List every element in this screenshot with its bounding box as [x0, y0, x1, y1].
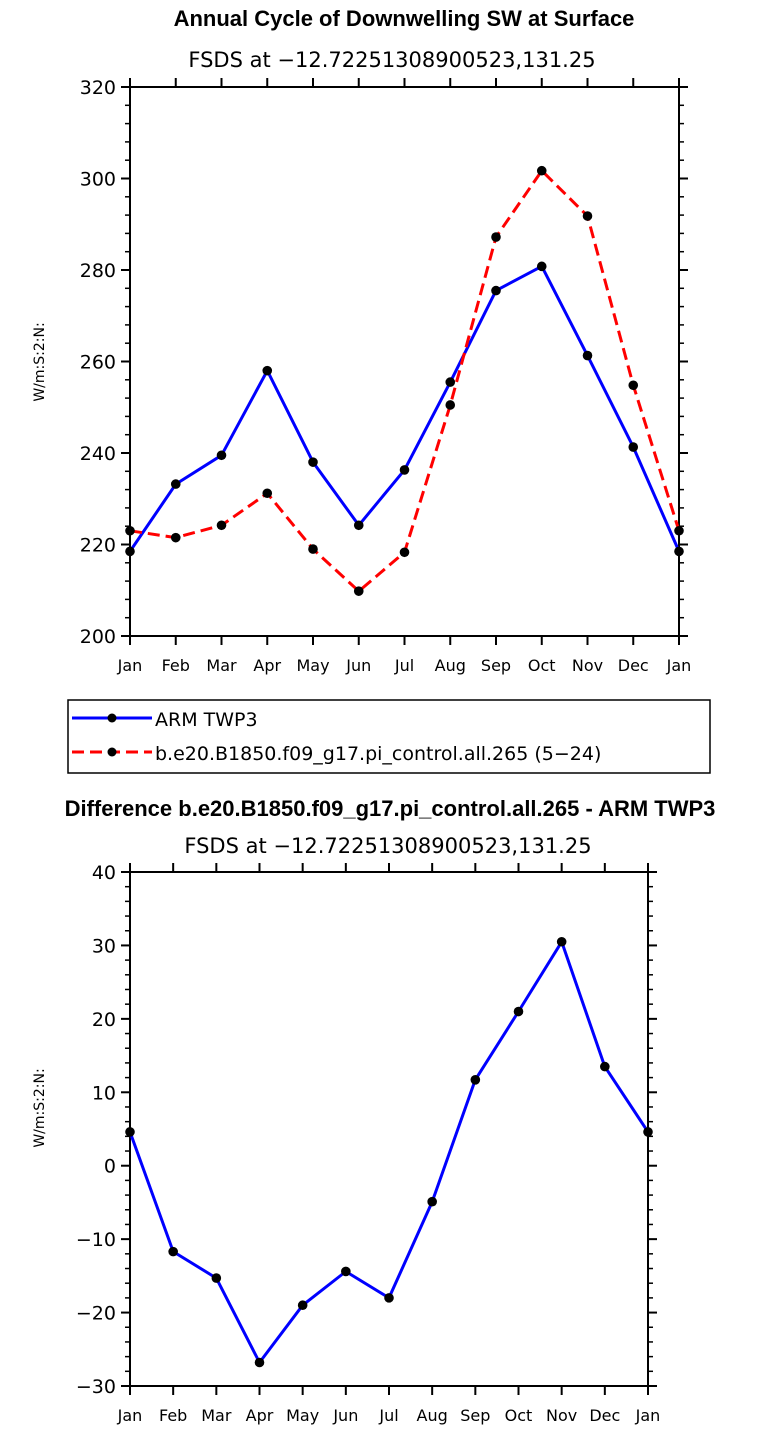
chart1-series-0-point	[170, 479, 181, 489]
chart2-xtick-label: Jan	[117, 1406, 143, 1425]
chart2-xtick-label: Aug	[417, 1406, 448, 1425]
chart1-series-1-point	[353, 586, 364, 596]
chart1-series-line-1	[129, 169, 681, 593]
chart2-xtick-label: Dec	[589, 1406, 620, 1425]
chart1-series-1-point	[582, 211, 593, 221]
chart1-series-0-point	[308, 457, 318, 467]
chart2-xtick-label: May	[286, 1406, 319, 1425]
chart2-ytick-label: 20	[92, 1009, 116, 1031]
chart1-series-0-point	[628, 442, 639, 452]
chart1-series-1-point	[628, 380, 639, 391]
chart1-ylabel: W/m:S:2:N:	[32, 322, 48, 401]
chart2-series-0-point	[427, 1196, 437, 1207]
chart2-ytick-label: 10	[92, 1082, 116, 1104]
chart2-plot-area: −30 −20 −10 0 10 20 30 40 Jan Feb Mar Apr May Jun Jul A…	[76, 862, 660, 1425]
chart1-series-0-point	[399, 465, 410, 475]
chart1-title: Annual Cycle of Downwelling SW at Surfac…	[174, 6, 635, 31]
chart1-series-1-point	[674, 525, 684, 536]
chart2-series-0-point	[513, 1006, 524, 1017]
chart2-series-0-point	[556, 936, 567, 947]
chart1-series-0-point	[125, 546, 135, 557]
chart2-series-0-point	[211, 1273, 222, 1283]
chart2-series-0-point	[168, 1246, 178, 1257]
chart1-ytick-label: 300	[80, 169, 116, 191]
chart2-xtick-label: Oct	[505, 1406, 533, 1425]
chart2-subtitle: FSDS at −12.72251308900523,131.25	[184, 834, 591, 858]
chart2-title: Difference b.e20.B1850.f09_g17.pi_contro…	[65, 796, 716, 821]
chart1-subtitle: FSDS at −12.72251308900523,131.25	[188, 48, 595, 72]
chart2-series-0-point	[125, 1127, 135, 1137]
chart1-series-0-point	[536, 261, 547, 272]
chart1-series-0-point	[445, 377, 456, 387]
chart1-xtick-label: Jul	[394, 656, 414, 675]
chart1-xtick-label: Nov	[572, 656, 603, 675]
chart2-ytick-label: −30	[76, 1376, 116, 1398]
chart1-xtick-label: Mar	[206, 656, 237, 675]
chart1-xtick-label: Dec	[618, 656, 649, 675]
chart2-series-0-point	[341, 1266, 351, 1277]
chart2-series-0-point	[643, 1127, 653, 1137]
chart1-series-0-point	[491, 285, 501, 296]
chart2-series-0-point	[600, 1061, 610, 1072]
chart1-ytick-label: 240	[80, 443, 116, 465]
chart1-series-1-point	[399, 547, 410, 558]
chart1-plot-area: 200 220 240 260 280 300 320 Jan Feb Mar Apr May Jun J…	[80, 77, 692, 675]
chart2-series-0-point	[470, 1075, 481, 1085]
chart1-series-0-point	[674, 546, 684, 557]
legend: ARM TWP3 b.e20.B1850.f09_g17.pi_control.…	[67, 699, 711, 774]
chart2-series-0-point	[384, 1293, 394, 1303]
legend-marker-model	[107, 747, 117, 757]
chart1-xtick-label: Aug	[435, 656, 466, 675]
chart1-series-0-point	[353, 520, 364, 531]
chart1-series-line-0	[128, 264, 681, 553]
chart2-xtick-label: Mar	[201, 1406, 232, 1425]
chart2-ytick-label: 0	[104, 1156, 116, 1178]
chart2-series-0-point	[297, 1300, 308, 1311]
chart2-ytick-label: −20	[76, 1303, 116, 1325]
chart1-xtick-label: Oct	[528, 656, 556, 675]
chart1-series-1-point	[445, 400, 456, 410]
chart1-ytick-label: 260	[80, 352, 116, 374]
chart2-xtick-label: Nov	[546, 1406, 577, 1425]
chart1-series-1-point	[308, 544, 318, 554]
chart1-series-0-point	[262, 365, 273, 376]
chart2-xtick-label: Jun	[332, 1406, 358, 1425]
chart2-xtick-label: Sep	[460, 1406, 490, 1425]
chart1-series-1-point	[262, 488, 273, 499]
chart2-xtick-label: Apr	[246, 1406, 274, 1425]
legend-box	[67, 699, 711, 774]
chart2-series-0-point	[254, 1357, 265, 1368]
chart1-xtick-label: May	[296, 656, 329, 675]
chart1-xtick-label: Jun	[345, 656, 371, 675]
chart2-ytick-label: −10	[76, 1229, 116, 1251]
chart2-ytick-label: 30	[92, 935, 116, 957]
chart1-series-1-point	[491, 232, 501, 242]
legend-label-arm: ARM TWP3	[155, 709, 258, 731]
chart1-xtick-label: Jan	[666, 656, 692, 675]
chart1-series-0-point	[216, 450, 227, 461]
chart1-ytick-label: 280	[80, 260, 116, 282]
chart1-xtick-label: Feb	[162, 656, 190, 675]
chart2-xtick-label: Jul	[378, 1406, 398, 1425]
chart2-ytick-label: 40	[92, 862, 116, 884]
chart1-ytick-label: 200	[80, 626, 116, 648]
chart1-series-0-point	[582, 350, 593, 361]
chart1-series-1-point	[170, 532, 181, 543]
chart2-ylabel: W/m:S:2:N:	[32, 1068, 48, 1147]
chart1-ytick-label: 320	[80, 77, 116, 99]
chart1-series-1-point	[536, 165, 547, 176]
chart1-series-1-point	[125, 525, 135, 536]
legend-marker-arm	[107, 713, 117, 723]
chart1-xtick-label: Sep	[481, 656, 511, 675]
chart1-xtick-label: Jan	[117, 656, 143, 675]
chart1-xtick-label: Apr	[253, 656, 281, 675]
chart2-xtick-label: Jan	[635, 1406, 661, 1425]
legend-label-model: b.e20.B1850.f09_g17.pi_control.all.265 (…	[155, 743, 601, 765]
chart2-xtick-label: Feb	[159, 1406, 187, 1425]
chart2-frame	[129, 871, 649, 1387]
chart1-series-1-point	[216, 520, 227, 531]
chart1-ytick-label: 220	[80, 535, 116, 557]
